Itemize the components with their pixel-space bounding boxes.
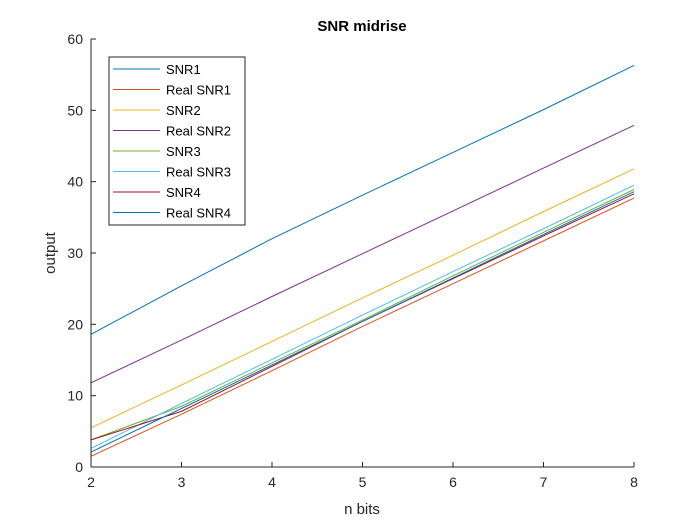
series-layer bbox=[90, 64, 635, 457]
series-line-real-snr2 bbox=[90, 124, 635, 384]
legend-label-real-snr1: Real SNR1 bbox=[166, 83, 231, 98]
series-line-real-snr3 bbox=[90, 184, 635, 449]
x-tick-label: 4 bbox=[268, 474, 276, 490]
legend-label-snr3: SNR3 bbox=[166, 144, 201, 159]
y-tick-label: 10 bbox=[67, 388, 83, 404]
series-line-snr1 bbox=[90, 64, 635, 335]
series-line-snr3 bbox=[90, 189, 635, 441]
y-tick-label: 40 bbox=[67, 174, 83, 190]
legend-label-real-snr4: Real SNR4 bbox=[166, 206, 231, 221]
y-tick-label: 0 bbox=[75, 459, 83, 475]
legend-box bbox=[108, 56, 246, 226]
series-line-snr2 bbox=[90, 168, 635, 429]
chart-title: SNR midrise bbox=[317, 18, 406, 35]
x-tick-label: 2 bbox=[87, 474, 95, 490]
legend-label-snr4: SNR4 bbox=[166, 185, 201, 200]
series-line-real-snr1 bbox=[90, 197, 635, 457]
legend: SNR1 Real SNR1 SNR2 Real SNR2 SNR3 Real SNR3 S… bbox=[108, 56, 246, 226]
y-tick-label: 50 bbox=[67, 102, 83, 118]
y-ticks: 0 10 20 30 40 50 60 bbox=[67, 31, 96, 475]
y-tick-label: 20 bbox=[67, 316, 83, 332]
y-axis-label: output bbox=[42, 231, 59, 274]
x-ticks: 2 3 4 5 6 7 8 bbox=[87, 462, 638, 490]
x-tick-label: 8 bbox=[630, 474, 638, 490]
y-tick-label: 30 bbox=[67, 245, 83, 261]
y-tick-label: 60 bbox=[67, 31, 83, 47]
legend-label-snr2: SNR2 bbox=[166, 103, 201, 118]
x-axis-label: n bits bbox=[344, 501, 380, 518]
x-tick-label: 3 bbox=[178, 474, 186, 490]
series-line-real-snr4 bbox=[90, 191, 635, 453]
x-tick-label: 6 bbox=[449, 474, 457, 490]
legend-items: SNR1 Real SNR1 SNR2 Real SNR2 SNR3 Real SNR3 S… bbox=[113, 62, 231, 221]
legend-label-snr1: SNR1 bbox=[166, 62, 201, 77]
x-tick-label: 7 bbox=[540, 474, 548, 490]
x-tick-label: 5 bbox=[359, 474, 367, 490]
legend-label-real-snr2: Real SNR2 bbox=[166, 124, 231, 139]
legend-label-real-snr3: Real SNR3 bbox=[166, 165, 231, 180]
